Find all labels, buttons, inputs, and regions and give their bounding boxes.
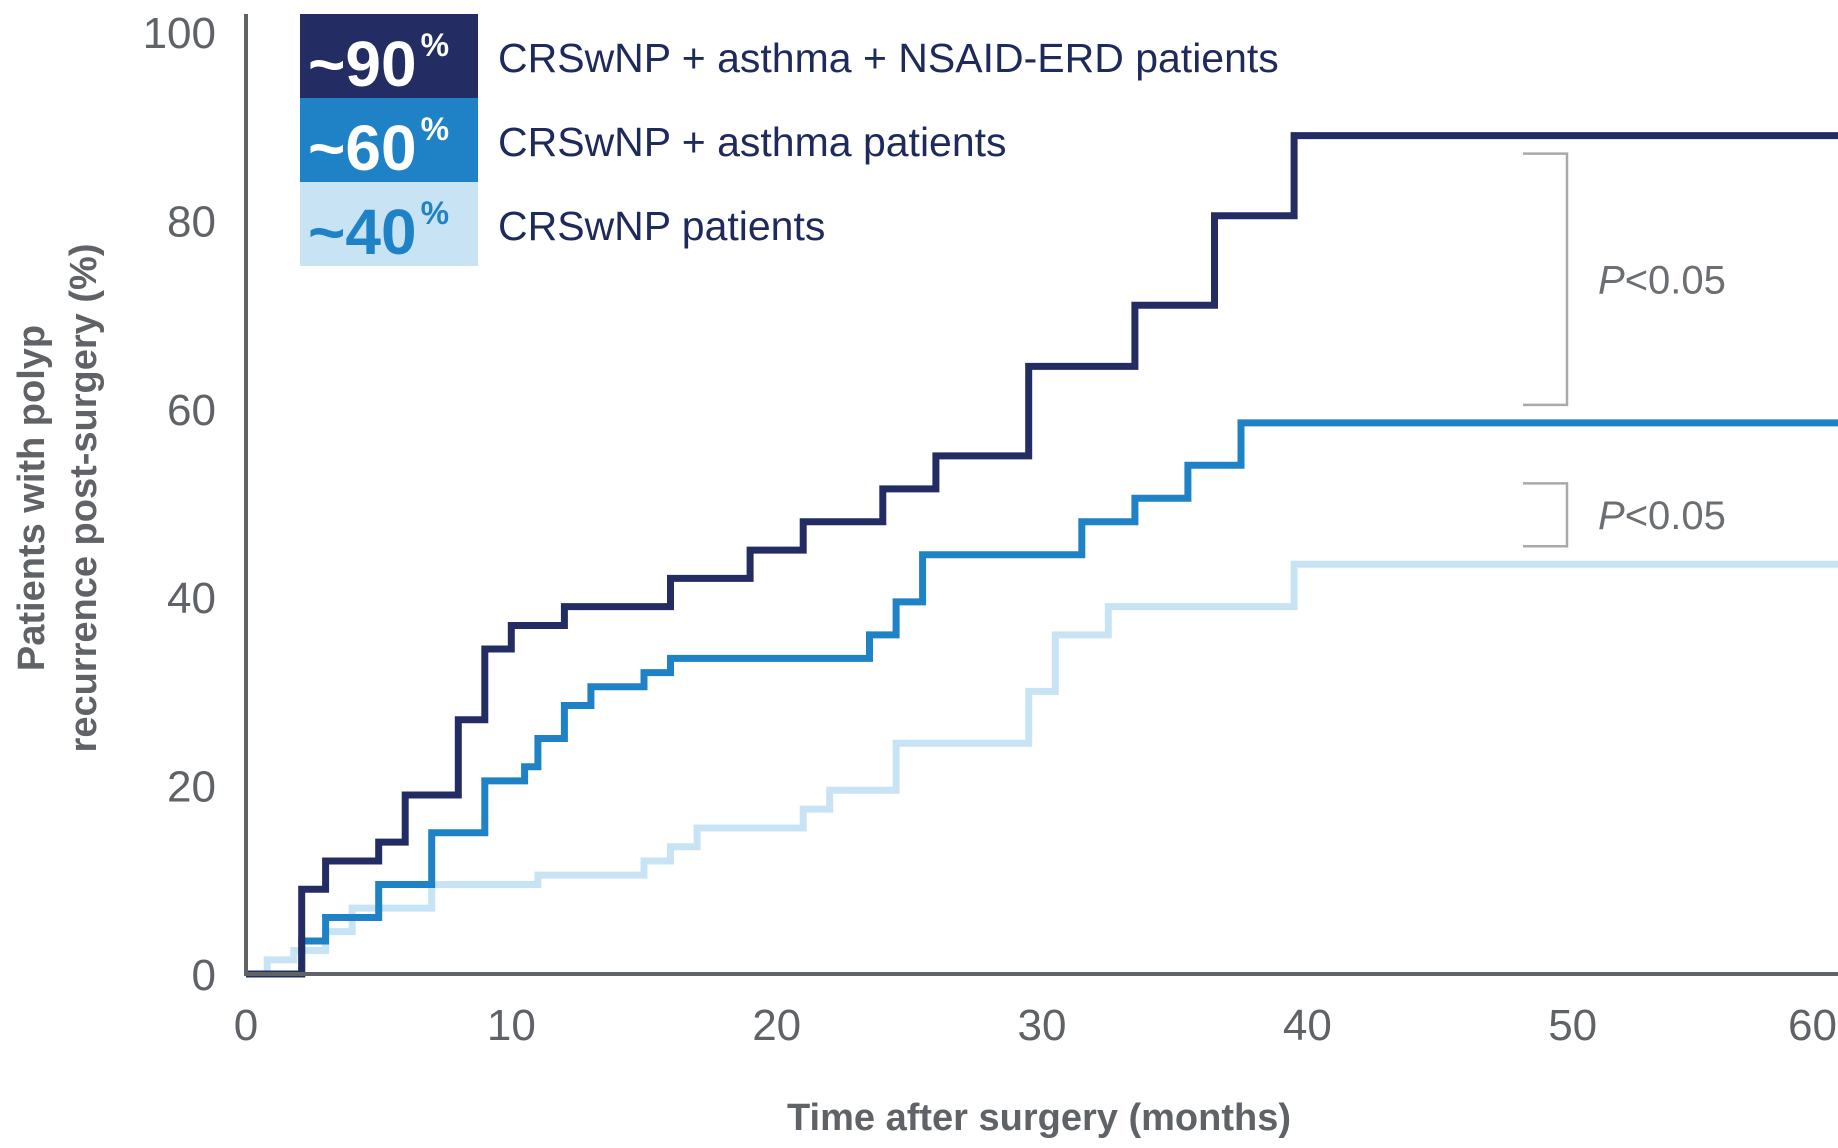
p-value-label: P<0.05 (1598, 258, 1726, 302)
x-tick-label: 60 (1788, 1001, 1837, 1050)
y-tick-label: 40 (167, 574, 216, 623)
legend: ~90% CRSwNP + asthma + NSAID-ERD patients… (300, 14, 1279, 268)
x-tick-label: 10 (487, 1001, 536, 1050)
y-axis-title-line: recurrence post-surgery (%) (63, 244, 105, 753)
legend-label: CRSwNP + asthma patients (498, 119, 1007, 165)
y-tick-label: 20 (167, 763, 216, 812)
y-tick-label: 60 (167, 386, 216, 435)
significance-bracket (1523, 482, 1569, 548)
y-tick-label: 0 (192, 951, 216, 1000)
p-value-prefix: P (1598, 258, 1625, 302)
legend-label: CRSwNP + asthma + NSAID-ERD patients (498, 35, 1279, 81)
p-value-prefix: P (1598, 494, 1625, 538)
p-value-label: P<0.05 (1598, 494, 1726, 538)
annotation-layer: P<0.05P<0.05 (1523, 152, 1726, 548)
badge-percent: % (421, 27, 449, 63)
y-axis-title-line: Patients with polyp (11, 325, 53, 671)
badge-number: ~90 (308, 28, 417, 100)
x-tick-label: 40 (1283, 1001, 1332, 1050)
legend-badge-value: ~90% (308, 27, 449, 100)
y-axis-title: Patients with polyp recurrence post-surge… (11, 244, 105, 753)
series-line-3 (246, 560, 1838, 978)
legend-badge (300, 182, 478, 266)
badge-number: ~60 (308, 112, 417, 184)
badge-number: ~40 (308, 196, 417, 268)
axis-layer: 0 10 20 30 40 50 60 0 20 40 60 80 100 Time after surg… (11, 9, 1838, 1139)
significance-bracket (1523, 152, 1569, 407)
legend-badge-value: ~40% (308, 195, 449, 268)
y-tick-label: 100 (143, 9, 216, 58)
legend-badge (300, 14, 478, 98)
x-tick-label: 50 (1548, 1001, 1597, 1050)
series-line-1 (246, 132, 1838, 978)
legend-label: CRSwNP patients (498, 203, 825, 249)
series-layer (246, 132, 1838, 978)
legend-badge-value: ~60% (308, 111, 449, 184)
y-tick-label: 80 (167, 197, 216, 246)
p-value-suffix: <0.05 (1625, 258, 1726, 302)
series-line-2 (246, 419, 1838, 978)
x-axis-title: Time after surgery (months) (787, 1097, 1291, 1139)
x-tick-label: 30 (1018, 1001, 1067, 1050)
legend-badge (300, 98, 478, 182)
x-tick-label: 0 (234, 1001, 258, 1050)
badge-percent: % (421, 111, 449, 147)
x-tick-label: 20 (752, 1001, 801, 1050)
badge-percent: % (421, 195, 449, 231)
p-value-suffix: <0.05 (1625, 494, 1726, 538)
